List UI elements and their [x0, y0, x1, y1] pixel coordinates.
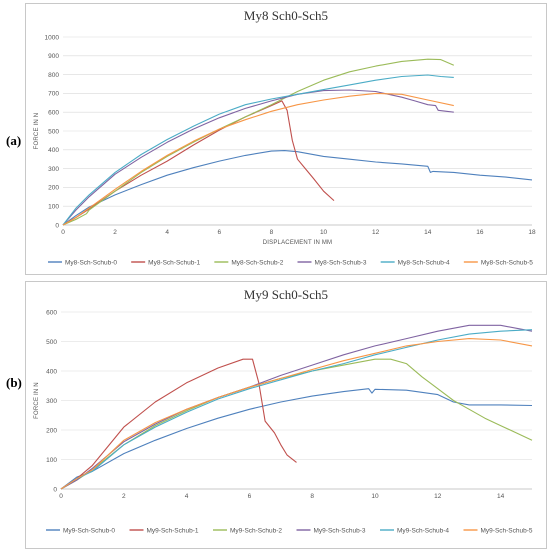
series-line-2 — [60, 358, 533, 490]
series-line-4 — [60, 329, 533, 490]
legend-label: My8-Sch-Schub-5 — [481, 259, 533, 266]
x-tick-label: 2 — [122, 493, 126, 500]
y-tick-label: 100 — [46, 457, 57, 464]
x-axis-title: DISPLACEMENT IN MM — [263, 240, 333, 246]
x-tick-label: 14 — [497, 493, 505, 500]
legend-label: My8-Sch-Schub-4 — [398, 259, 450, 266]
x-tick-label: 4 — [165, 229, 169, 236]
x-tick-label: 8 — [310, 493, 314, 500]
y-tick-label: 0 — [53, 486, 57, 493]
x-tick-label: 0 — [61, 229, 65, 236]
y-tick-label: 900 — [48, 53, 59, 60]
chart-b: 0 100 200 300 400 500 600 0 2 4 6 8 10 12 14 FORCE IN N… — [34, 309, 533, 534]
x-tick-label: 12 — [434, 493, 442, 500]
y-tick-label: 400 — [46, 368, 57, 375]
y-tick-label: 500 — [46, 339, 57, 346]
series-line-0 — [60, 388, 533, 490]
y-tick-label: 300 — [46, 398, 57, 405]
y-axis-title: FORCE IN N — [34, 382, 40, 419]
y-tick-label: 200 — [46, 427, 57, 434]
x-tick-label: 8 — [270, 229, 274, 236]
x-tick-label: 12 — [372, 229, 380, 236]
legend-label: My9-Sch-Schub-5 — [481, 527, 533, 534]
x-tick-label: 2 — [113, 229, 117, 236]
series-line-0 — [62, 150, 533, 226]
y-tick-label: 500 — [48, 128, 59, 135]
y-tick-label: 400 — [48, 147, 59, 154]
legend-label: My8-Sch-Schub-2 — [231, 259, 283, 266]
legend-label: My8-Sch-Schub-0 — [65, 259, 117, 266]
panel-label-a: (a) — [6, 133, 22, 148]
x-tick-label: 14 — [424, 229, 432, 236]
chart-title-a: My8 Sch0-Sch5 — [243, 8, 329, 23]
y-axis-title: FORCE IN N — [34, 113, 40, 150]
series-line-4 — [62, 74, 454, 226]
y-tick-label: 600 — [48, 110, 59, 117]
series-line-3 — [60, 324, 533, 490]
x-tick-label: 4 — [185, 493, 189, 500]
series-line-3 — [62, 89, 454, 226]
legend-label: My8-Sch-Schub-1 — [148, 259, 200, 266]
x-tick-label: 18 — [528, 229, 536, 236]
legend-label: My8-Sch-Schub-3 — [315, 259, 367, 266]
x-tick-label: 10 — [320, 229, 328, 236]
y-tick-label: 300 — [48, 166, 59, 173]
panel-label-b: (b) — [6, 375, 22, 390]
y-tick-label: 200 — [48, 185, 59, 192]
x-tick-label: 6 — [218, 229, 222, 236]
legend-label: My9-Sch-Schub-0 — [63, 527, 115, 534]
y-tick-label: 600 — [46, 309, 57, 316]
series-line-2 — [62, 58, 455, 226]
chart-panel-b: My9 Sch0-Sch5 0 100 200 300 400 500 600 0 2 4 6 8 10… — [25, 281, 547, 549]
series-line-5 — [62, 92, 454, 226]
legend-label: My9-Sch-Schub-1 — [147, 527, 199, 534]
x-tick-label: 16 — [476, 229, 484, 236]
y-tick-label: 800 — [48, 72, 59, 79]
x-tick-label: 6 — [248, 493, 252, 500]
series-line-1 — [60, 358, 297, 490]
y-tick-label: 0 — [55, 222, 59, 229]
chart-panel-a: My8 Sch0-Sch5 0 100 200 300 400 500 600 700 800 9… — [25, 3, 547, 275]
series-line-5 — [60, 338, 533, 490]
legend-label: My9-Sch-Schub-2 — [230, 527, 282, 534]
x-tick-label: 10 — [371, 493, 379, 500]
x-tick-label: 0 — [59, 493, 63, 500]
y-tick-label: 700 — [48, 91, 59, 98]
chart-title-b: My9 Sch0-Sch5 — [243, 287, 329, 302]
y-tick-label: 100 — [48, 204, 59, 211]
legend-label: My9-Sch-Schub-3 — [314, 527, 366, 534]
legend-label: My9-Sch-Schub-4 — [397, 527, 449, 534]
y-tick-label: 1000 — [45, 34, 60, 41]
chart-a: 0 100 200 300 400 500 600 700 800 900 1000 0 2 4 6 8 10 1… — [34, 34, 536, 266]
